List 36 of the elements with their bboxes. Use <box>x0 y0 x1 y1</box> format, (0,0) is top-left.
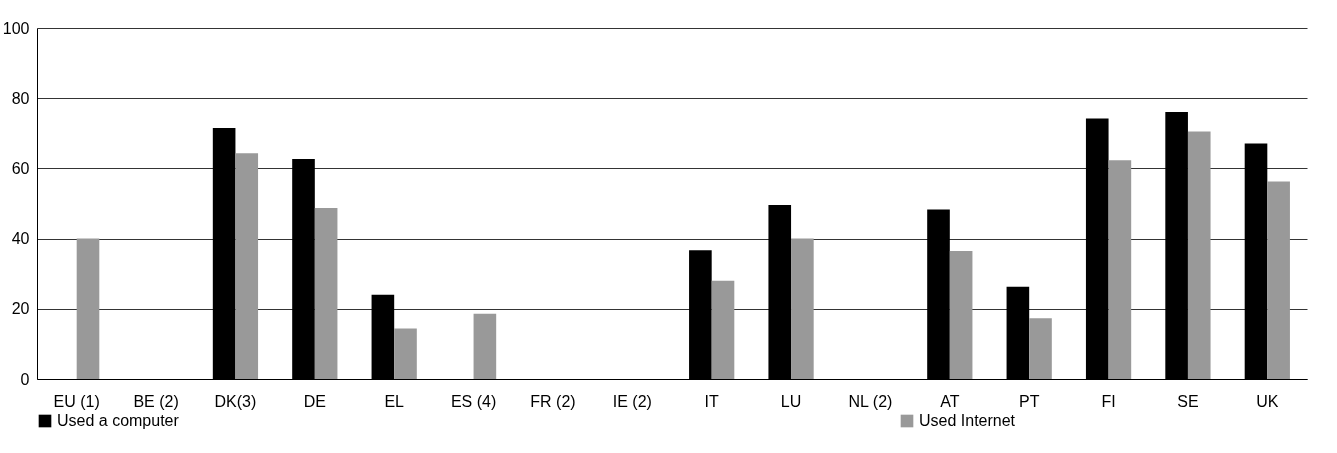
y-tick-label: 0 <box>20 370 30 388</box>
bar <box>1029 318 1052 379</box>
x-tick-label: IE (2) <box>612 392 652 410</box>
bar <box>473 313 497 379</box>
bar <box>949 250 973 379</box>
bar <box>1267 181 1290 379</box>
y-tick-label: 20 <box>11 300 30 318</box>
x-tick-label: FI <box>1101 392 1116 410</box>
bar <box>1187 131 1211 379</box>
bar <box>394 328 417 379</box>
y-tick-label: 100 <box>2 19 30 37</box>
x-tick-label: EU (1) <box>53 392 100 410</box>
x-tick-label: DK(3) <box>214 392 257 410</box>
bar <box>76 238 100 379</box>
x-tick-label: IT <box>704 392 720 410</box>
x-tick-label: SE <box>1177 392 1199 410</box>
x-tick-label: BE (2) <box>133 392 179 410</box>
x-tick-label: AT <box>940 392 960 410</box>
x-tick-label: PT <box>1018 392 1040 410</box>
bar <box>314 208 338 379</box>
legend-label: Used a computer <box>57 412 180 429</box>
x-tick-label: UK <box>1256 392 1279 410</box>
x-tick-label: ES (4) <box>450 392 497 410</box>
bar <box>1108 160 1132 379</box>
x-tick-label: FR (2) <box>530 392 576 410</box>
y-tick-label: 80 <box>11 89 30 107</box>
x-tick-label: LU <box>780 392 802 410</box>
x-tick-label: EL <box>384 392 405 410</box>
y-tick-label: 40 <box>11 230 30 248</box>
legend-label: Used Internet <box>919 412 1016 429</box>
y-tick-label: 60 <box>11 159 30 177</box>
x-tick-label: DE <box>303 392 326 410</box>
x-tick-label: NL (2) <box>848 392 893 410</box>
bar <box>235 153 259 379</box>
bar <box>791 238 814 379</box>
bar <box>711 280 735 379</box>
